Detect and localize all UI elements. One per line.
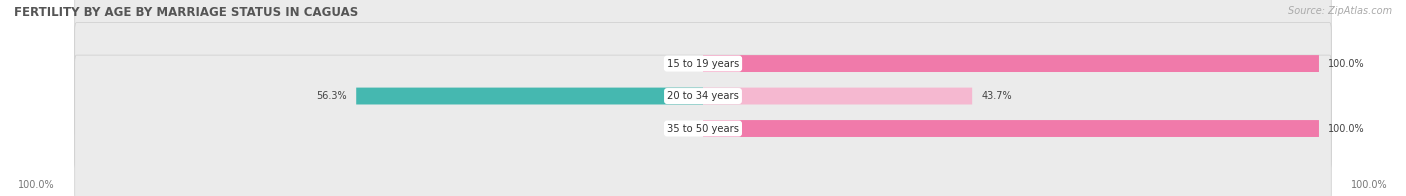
FancyBboxPatch shape: [703, 120, 1319, 137]
FancyBboxPatch shape: [703, 88, 972, 104]
Text: 20 to 34 years: 20 to 34 years: [666, 91, 740, 101]
FancyBboxPatch shape: [703, 55, 1319, 72]
Text: 100.0%: 100.0%: [1329, 59, 1365, 69]
FancyBboxPatch shape: [75, 23, 1331, 170]
Text: 0.0%: 0.0%: [669, 123, 693, 133]
Text: 15 to 19 years: 15 to 19 years: [666, 59, 740, 69]
Text: 100.0%: 100.0%: [18, 180, 55, 190]
Text: FERTILITY BY AGE BY MARRIAGE STATUS IN CAGUAS: FERTILITY BY AGE BY MARRIAGE STATUS IN C…: [14, 6, 359, 19]
Text: 100.0%: 100.0%: [1351, 180, 1388, 190]
Text: Source: ZipAtlas.com: Source: ZipAtlas.com: [1288, 6, 1392, 16]
Text: 56.3%: 56.3%: [316, 91, 347, 101]
Text: 43.7%: 43.7%: [981, 91, 1012, 101]
Text: 0.0%: 0.0%: [669, 59, 693, 69]
Text: 35 to 50 years: 35 to 50 years: [666, 123, 740, 133]
FancyBboxPatch shape: [75, 0, 1331, 137]
FancyBboxPatch shape: [75, 55, 1331, 196]
Text: 100.0%: 100.0%: [1329, 123, 1365, 133]
FancyBboxPatch shape: [356, 88, 703, 104]
